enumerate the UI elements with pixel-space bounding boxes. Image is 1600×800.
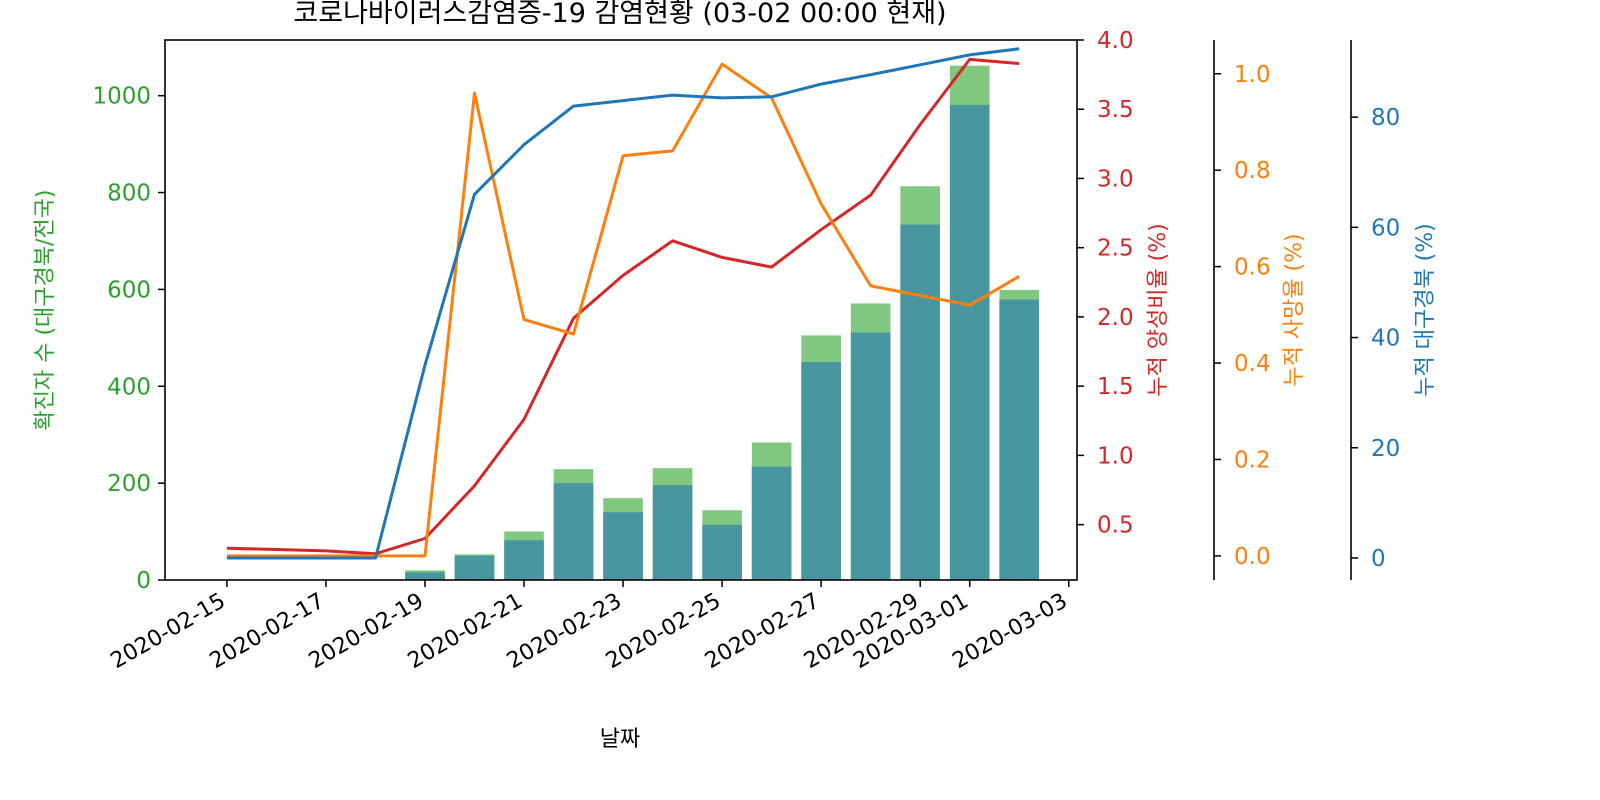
bar-daegu-2020-03-02 [999,299,1040,580]
bar-daegu-2020-02-20 [454,555,495,580]
y-tick-label-daegu_share: 60 [1371,215,1400,241]
bar-daegu-2020-02-26 [751,466,792,580]
y-axis-label-positivity: 누적 양성비율 (%) [1146,223,1171,397]
y-tick-label-mortality: 0.0 [1234,544,1271,570]
y-tick-label-positivity: 2.0 [1097,305,1134,331]
bar-daegu-2020-02-27 [801,362,841,580]
y-tick-label-mortality: 0.4 [1234,351,1271,377]
y-tick-label-positivity: 1.5 [1097,374,1134,400]
y-axis-label-cases: 확진자 수 (대구경북/전국) [33,190,58,431]
y-tick-label-positivity: 0.5 [1097,513,1134,539]
series-line-mortality [226,62,1020,558]
x-axis-label: 날짜 [600,727,640,752]
y-tick-label-cases: 800 [107,181,151,207]
lines-layer [226,47,1020,560]
y-tick-label-mortality: 0.2 [1234,447,1271,473]
y-tick-label-positivity: 3.0 [1097,166,1134,192]
y-tick-label-daegu_share: 20 [1371,436,1400,462]
y-axis-label-daegu_share: 누적 대구경북 (%) [1413,223,1438,397]
y-tick-label-daegu_share: 80 [1371,105,1400,131]
bar-daegu-2020-02-23 [603,512,643,580]
y-tick-label-cases: 600 [107,277,151,303]
y-tick-label-daegu_share: 40 [1371,326,1400,352]
y-tick-label-cases: 0 [136,568,151,594]
y-tick-label-positivity: 4.0 [1097,28,1134,54]
series-line-positivity [226,57,1020,556]
y-axis-label-mortality: 누적 사망율 (%) [1282,233,1307,386]
y-tick-label-positivity: 2.5 [1097,236,1134,262]
bar-daegu-2020-02-19 [405,572,445,580]
bar-daegu-2020-02-24 [652,485,693,580]
bar-daegu-2020-03-01 [949,104,990,581]
bar-daegu-2020-02-25 [702,524,742,580]
plot-frame [164,39,1078,581]
y-tick-label-mortality: 0.8 [1234,158,1271,184]
bar-daegu-2020-02-21 [504,540,544,580]
bar-daegu-2020-02-29 [900,224,940,580]
y-tick-label-mortality: 0.6 [1234,255,1271,281]
y-tick-label-daegu_share: 0 [1371,546,1386,572]
y-tick-label-mortality: 1.0 [1234,62,1271,88]
series-line-daegu_share [226,47,1020,560]
bar-daegu-2020-02-22 [553,483,594,580]
y-tick-label-positivity: 3.5 [1097,97,1134,123]
bars-layer [405,65,1040,581]
y-tick-label-cases: 200 [107,471,151,497]
chart-title: 코로나바이러스감염증-19 감염현황 (03-02 00:00 현재) [293,0,946,29]
y-tick-label-cases: 400 [107,374,151,400]
y-tick-label-cases: 1000 [92,84,151,110]
bar-daegu-2020-02-28 [850,332,891,580]
y-tick-label-positivity: 1.0 [1097,443,1134,469]
